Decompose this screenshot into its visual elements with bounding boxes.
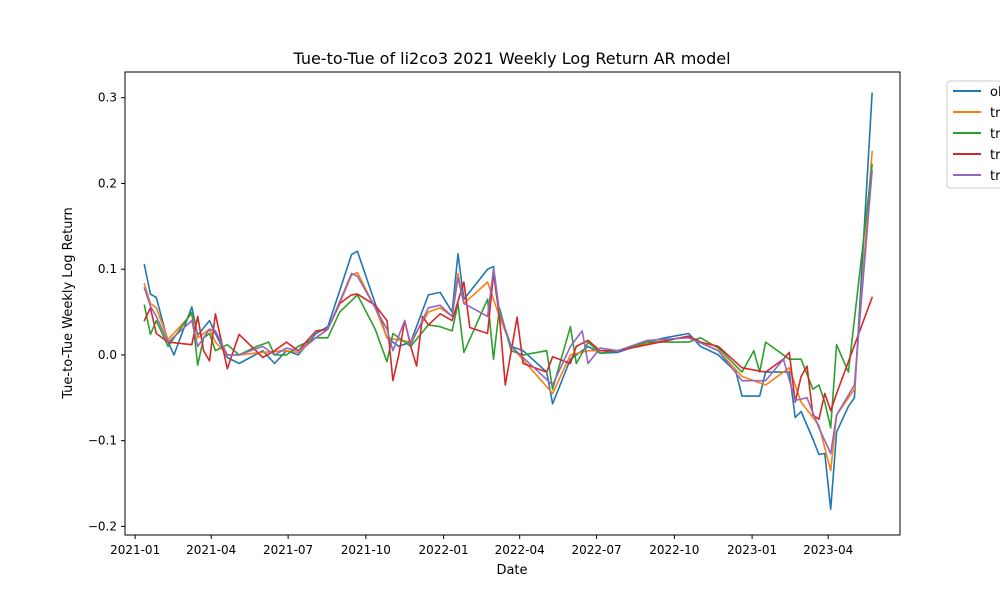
- y-tick-label: 0.1: [98, 262, 117, 276]
- y-tick-label: 0.2: [98, 176, 117, 190]
- series-line-5: [143, 169, 873, 455]
- series-line-3: [143, 163, 873, 429]
- series-line-2: [143, 150, 873, 472]
- chart-title: Tue-to-Tue of li2co3 2021 Weekly Log Ret…: [292, 49, 730, 68]
- x-tick-label: 2023-01: [727, 543, 777, 557]
- x-tick-label: 2021-07: [263, 543, 313, 557]
- legend-label-5: tr: [990, 169, 1000, 184]
- y-tick-label: −0.2: [88, 519, 117, 533]
- legend: ol tr tr tr tr: [946, 80, 1000, 189]
- x-tick-label: 2022-01: [419, 543, 469, 557]
- x-tick-label: 2022-10: [649, 543, 699, 557]
- x-tick-label: 2022-07: [572, 543, 622, 557]
- legend-label-2: tr: [990, 106, 1000, 121]
- y-axis: −0.2 −0.1 0.0 0.1 0.2 0.3: [88, 91, 125, 533]
- x-tick-label: 2021-04: [186, 543, 236, 557]
- x-axis-title: Date: [496, 563, 527, 578]
- y-axis-title: Tue-to-Tue Weekly Log Return: [61, 207, 76, 400]
- x-axis: 2021-01 2021-04 2021-07 2021-10 2022-01 2022-…: [110, 535, 853, 557]
- plot-frame: [124, 71, 901, 536]
- y-tick-label: −0.1: [88, 434, 117, 448]
- series-line-1: [143, 92, 873, 511]
- x-tick-label: 2021-01: [110, 543, 160, 557]
- x-tick-label: 2021-10: [341, 543, 391, 557]
- x-tick-label: 2023-04: [803, 543, 853, 557]
- y-tick-label: 0.0: [98, 348, 117, 362]
- legend-label-4: tr: [990, 148, 1000, 163]
- legend-frame: [946, 80, 1000, 189]
- plot-area: [124, 71, 901, 536]
- series-line-4: [143, 272, 874, 421]
- legend-label-1: ol: [990, 85, 1000, 100]
- legend-label-3: tr: [990, 127, 1000, 142]
- series-group: [143, 92, 874, 511]
- x-tick-label: 2022-04: [495, 543, 545, 557]
- y-tick-label: 0.3: [98, 91, 117, 105]
